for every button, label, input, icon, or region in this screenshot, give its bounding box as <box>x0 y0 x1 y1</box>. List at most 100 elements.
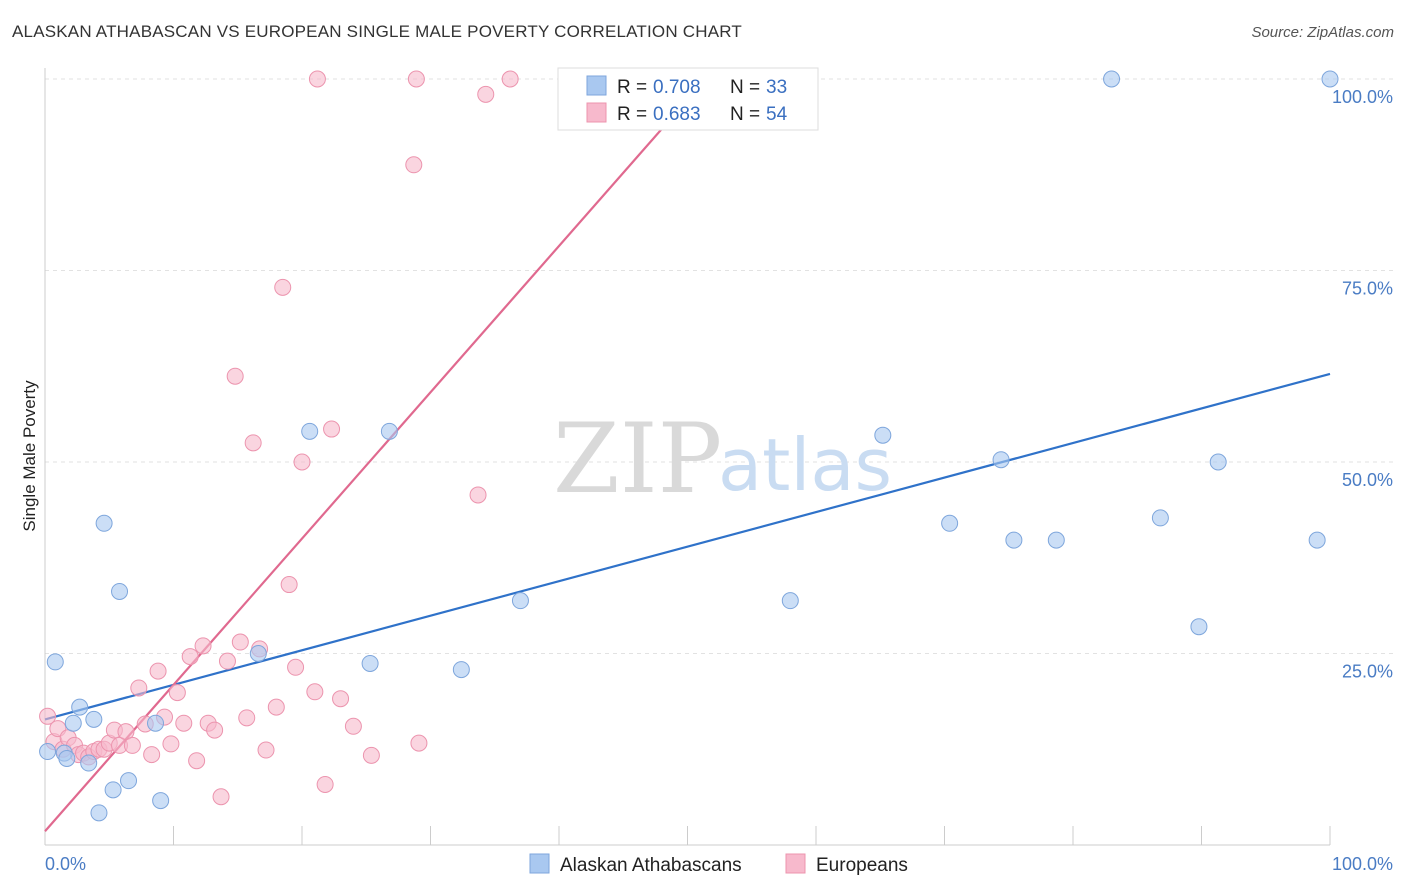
data-point-europeans <box>267 698 285 716</box>
data-point-athabascan <box>120 772 138 790</box>
data-point-athabascan <box>941 514 959 532</box>
data-point-europeans <box>280 576 298 594</box>
data-point-europeans <box>469 486 487 504</box>
data-point-europeans <box>332 690 350 708</box>
chart-title: ALASKAN ATHABASCAN VS EUROPEAN SINGLE MA… <box>12 22 742 41</box>
data-point-athabascan <box>874 426 892 444</box>
data-point-europeans <box>238 709 256 727</box>
x-tick-label: 100.0% <box>1332 854 1393 874</box>
data-point-athabascan <box>249 645 267 662</box>
data-point-europeans <box>162 735 180 753</box>
bottom-legend-swatch-europeans <box>785 853 806 874</box>
data-point-europeans <box>344 717 362 735</box>
legend-n-value-2: 54 <box>766 104 788 125</box>
watermark: ZIP atlas <box>553 403 892 515</box>
data-point-athabascan <box>1321 70 1339 88</box>
data-point-athabascan <box>111 582 129 600</box>
data-point-europeans <box>149 662 167 680</box>
data-point-europeans <box>287 658 305 676</box>
data-point-athabascan <box>1190 618 1208 636</box>
data-point-athabascan <box>152 792 170 810</box>
data-point-europeans <box>316 775 334 793</box>
y-tick-label: 25.0% <box>1342 662 1393 682</box>
data-point-europeans <box>181 648 199 666</box>
legend-n-label-1: N = <box>730 77 760 98</box>
data-point-europeans <box>39 707 57 725</box>
data-point-athabascan <box>58 749 76 767</box>
data-point-athabascan <box>39 743 57 761</box>
data-point-europeans <box>130 679 148 697</box>
data-point-athabascan <box>147 714 165 732</box>
data-point-europeans <box>477 85 495 103</box>
data-point-europeans <box>212 788 230 806</box>
grid-lines <box>45 78 1395 654</box>
trend-line-europeans <box>44 98 689 832</box>
data-point-athabascan <box>1209 453 1227 471</box>
data-point-athabascan <box>85 710 103 728</box>
source-credit: Source: ZipAtlas.com <box>1251 24 1394 41</box>
legend-n-label-2: N = <box>730 104 760 125</box>
data-point-europeans <box>323 420 341 438</box>
data-point-europeans <box>231 633 249 651</box>
data-point-europeans <box>293 453 311 471</box>
data-point-athabascan <box>1308 531 1326 549</box>
data-point-europeans <box>407 70 425 88</box>
data-point-europeans <box>244 434 262 452</box>
bottom-legend-label-athabascan: Alaskan Athabascans <box>560 855 742 876</box>
data-point-europeans <box>206 721 224 739</box>
data-point-athabascan <box>511 592 529 610</box>
data-point-athabascan <box>361 654 379 672</box>
data-point-europeans <box>405 156 423 174</box>
stats-legend: R = 0.708 N = 33 R = 0.683 N = 54 <box>557 67 819 131</box>
y-tick-label: 75.0% <box>1342 279 1393 299</box>
data-point-europeans <box>226 367 244 385</box>
y-tick-label: 50.0% <box>1342 470 1393 490</box>
legend-swatch-athabascan <box>586 75 607 96</box>
data-point-europeans <box>194 637 212 655</box>
data-point-athabascan <box>452 661 470 679</box>
series-legend: Alaskan Athabascans Europeans <box>529 853 908 876</box>
data-point-europeans <box>274 278 292 296</box>
data-point-europeans <box>175 714 193 732</box>
data-point-europeans <box>410 734 428 752</box>
data-point-athabascan <box>301 422 319 440</box>
legend-r-label-2: R = <box>617 104 647 125</box>
data-point-athabascan <box>1047 531 1065 549</box>
legend-n-value-1: 33 <box>766 77 787 98</box>
data-point-athabascan <box>95 514 113 532</box>
y-axis-label: Single Male Poverty <box>20 380 39 532</box>
y-tick-label: 100.0% <box>1332 87 1393 107</box>
bottom-legend-swatch-athabascan <box>529 853 550 874</box>
data-point-europeans <box>308 70 326 88</box>
data-point-europeans <box>188 752 206 770</box>
watermark-atlas: atlas <box>718 423 892 507</box>
data-point-athabascan <box>1151 509 1169 527</box>
legend-swatch-europeans <box>586 102 607 123</box>
data-point-europeans <box>123 736 141 754</box>
data-point-athabascan <box>90 804 108 822</box>
data-point-europeans <box>501 70 519 88</box>
legend-r-value-1: 0.708 <box>653 77 701 98</box>
data-point-europeans <box>143 746 161 764</box>
data-point-europeans <box>306 683 324 701</box>
legend-r-label-1: R = <box>617 77 647 98</box>
data-point-athabascan <box>781 592 799 610</box>
x-tick-label: 0.0% <box>45 854 86 874</box>
data-point-europeans <box>218 652 236 670</box>
data-point-athabascan <box>46 653 64 671</box>
data-point-europeans <box>168 684 186 702</box>
data-point-athabascan <box>80 754 98 772</box>
data-point-athabascan <box>1103 70 1121 88</box>
data-point-athabascan <box>64 714 82 732</box>
x-tick-labels: 0.0% 100.0% <box>45 854 1393 874</box>
watermark-zip: ZIP <box>553 403 722 515</box>
legend-r-value-2: 0.683 <box>653 104 701 125</box>
data-point-athabascan <box>104 781 122 799</box>
bottom-legend-label-europeans: Europeans <box>816 855 908 876</box>
data-point-europeans <box>117 723 135 741</box>
y-tick-labels: 25.0% 50.0% 75.0% 100.0% <box>1332 87 1393 682</box>
data-point-europeans <box>257 741 275 759</box>
data-point-athabascan <box>992 451 1010 469</box>
data-point-athabascan <box>1005 531 1023 549</box>
